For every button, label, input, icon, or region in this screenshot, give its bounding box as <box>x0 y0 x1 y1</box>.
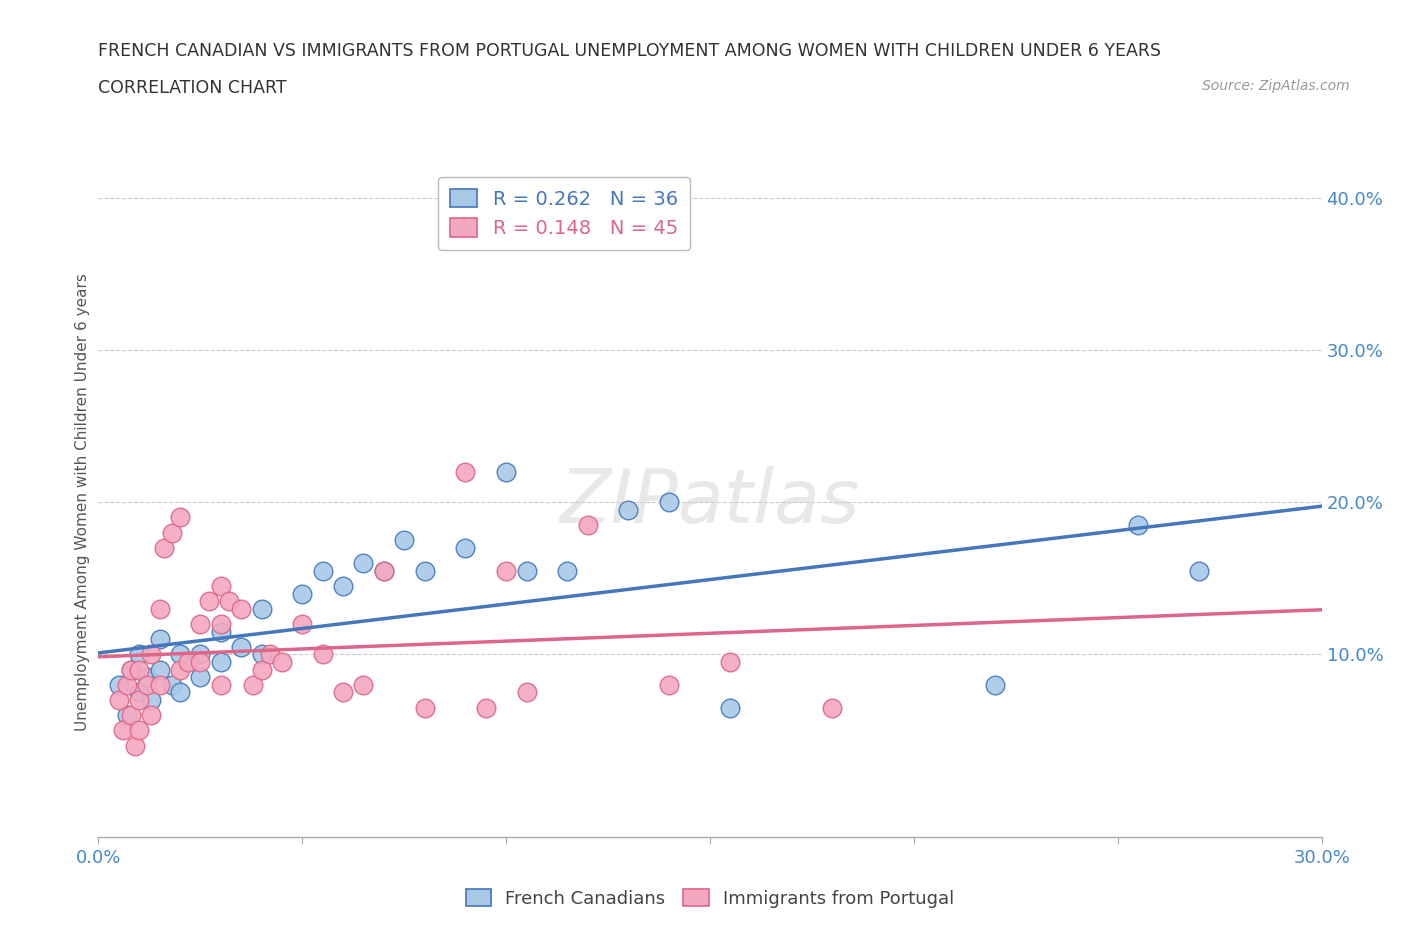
Point <box>984 677 1007 692</box>
Point <box>718 655 742 670</box>
Point <box>270 655 294 670</box>
Point <box>231 602 253 617</box>
Point <box>312 564 335 578</box>
Point <box>188 617 212 631</box>
Point <box>454 540 477 555</box>
Point <box>658 495 681 510</box>
Point <box>128 723 150 737</box>
Point <box>1128 518 1150 533</box>
Point <box>169 647 191 662</box>
Point <box>160 677 183 692</box>
Text: FRENCH CANADIAN VS IMMIGRANTS FROM PORTUGAL UNEMPLOYMENT AMONG WOMEN WITH CHILDR: FRENCH CANADIAN VS IMMIGRANTS FROM PORTU… <box>98 42 1161 60</box>
Point <box>209 624 232 639</box>
Point <box>250 662 273 677</box>
Point <box>188 647 212 662</box>
Point <box>231 639 253 654</box>
Point <box>242 677 264 692</box>
Point <box>352 555 374 570</box>
Point <box>136 677 159 692</box>
Point <box>149 602 172 617</box>
Point <box>141 708 163 723</box>
Point <box>373 564 395 578</box>
Point <box>821 700 844 715</box>
Point <box>120 708 142 723</box>
Point <box>152 540 174 555</box>
Point <box>209 578 232 593</box>
Point <box>454 464 477 479</box>
Text: CORRELATION CHART: CORRELATION CHART <box>98 79 287 97</box>
Point <box>291 586 314 601</box>
Point <box>177 655 200 670</box>
Y-axis label: Unemployment Among Women with Children Under 6 years: Unemployment Among Women with Children U… <box>75 273 90 731</box>
Point <box>108 693 131 708</box>
Point <box>576 518 599 533</box>
Point <box>128 693 150 708</box>
Point <box>555 564 579 578</box>
Point <box>291 617 314 631</box>
Point <box>169 510 191 525</box>
Point <box>259 647 281 662</box>
Point <box>169 685 191 700</box>
Point <box>141 647 163 662</box>
Point <box>495 564 517 578</box>
Point <box>128 647 150 662</box>
Point <box>373 564 395 578</box>
Point <box>149 677 172 692</box>
Point <box>160 525 183 540</box>
Point <box>197 593 219 608</box>
Point <box>136 670 159 684</box>
Point <box>149 631 172 646</box>
Point <box>392 533 416 548</box>
Point <box>115 677 138 692</box>
Point <box>250 647 273 662</box>
Point <box>495 464 517 479</box>
Point <box>658 677 681 692</box>
Point <box>474 700 498 715</box>
Text: Source: ZipAtlas.com: Source: ZipAtlas.com <box>1202 79 1350 93</box>
Point <box>120 662 142 677</box>
Point <box>312 647 335 662</box>
Point <box>1188 564 1211 578</box>
Point <box>218 593 240 608</box>
Point <box>124 738 146 753</box>
Point <box>141 693 163 708</box>
Point <box>332 578 354 593</box>
Point <box>332 685 354 700</box>
Point <box>516 685 538 700</box>
Point <box>128 662 150 677</box>
Point <box>169 662 191 677</box>
Point <box>149 662 172 677</box>
Point <box>188 655 212 670</box>
Point <box>108 677 131 692</box>
Point <box>209 655 232 670</box>
Text: ZIPatlas: ZIPatlas <box>560 466 860 538</box>
Point <box>111 723 134 737</box>
Point <box>617 502 640 517</box>
Point <box>413 700 436 715</box>
Legend: French Canadians, Immigrants from Portugal: French Canadians, Immigrants from Portug… <box>458 882 962 915</box>
Point <box>516 564 538 578</box>
Point <box>250 602 273 617</box>
Point <box>120 662 142 677</box>
Point <box>209 617 232 631</box>
Point <box>128 685 150 700</box>
Point <box>188 670 212 684</box>
Point <box>718 700 742 715</box>
Point <box>209 677 232 692</box>
Point <box>352 677 374 692</box>
Point <box>413 564 436 578</box>
Point <box>115 708 138 723</box>
